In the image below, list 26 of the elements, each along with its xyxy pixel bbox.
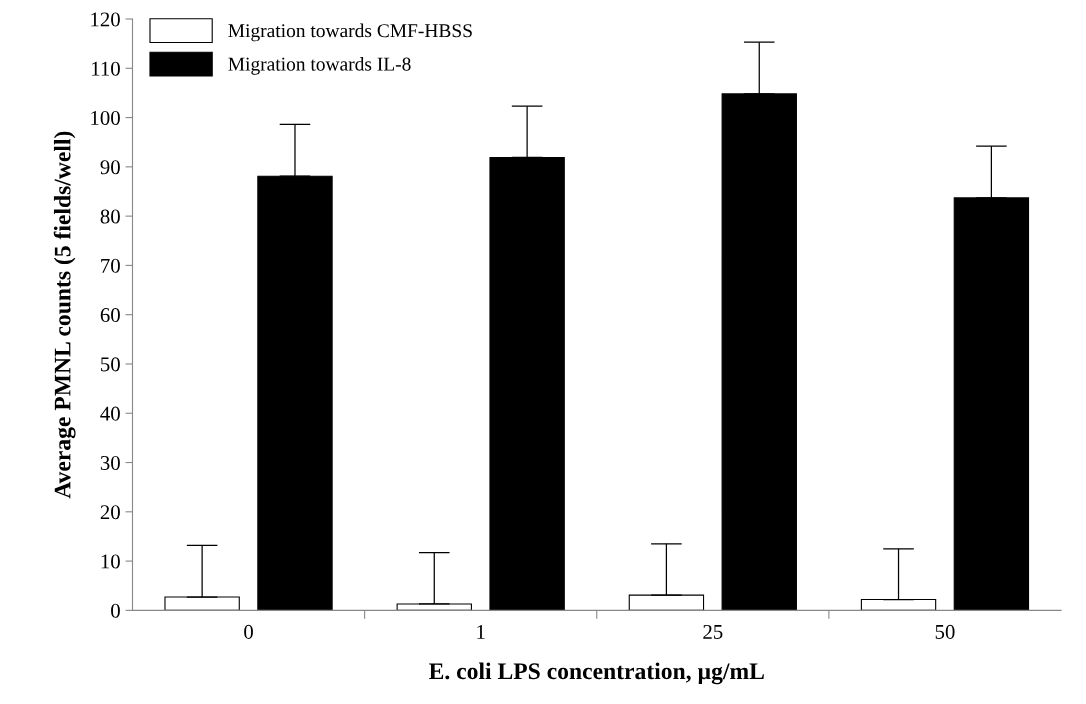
x-tick-label: 50 — [935, 624, 955, 639]
bar — [721, 93, 797, 611]
bar — [164, 596, 240, 611]
bar — [628, 594, 705, 611]
y-tick-label: 110 — [92, 61, 120, 76]
x-tick-label: 0 — [244, 624, 253, 639]
y-tick-label: 30 — [100, 455, 120, 470]
x-tick-label: 1 — [477, 624, 485, 639]
y-axis-title: Average PMNL counts (5 fields/well) — [53, 131, 76, 499]
y-tick-label: 100 — [91, 110, 120, 125]
y-tick-label: 60 — [100, 308, 120, 323]
y-tick-label: 40 — [100, 406, 120, 421]
x-tick-label: 25 — [703, 624, 723, 639]
bar — [953, 197, 1030, 611]
bar — [396, 603, 472, 611]
y-tick-label: 120 — [91, 12, 120, 27]
legend-label: Migration towards CMF-HBSS — [228, 23, 472, 42]
y-tick-label: 50 — [101, 357, 120, 372]
y-tick-label: 80 — [100, 209, 120, 224]
y-tick-label: 90 — [100, 160, 120, 175]
legend-label: Migration towards IL-8 — [228, 57, 411, 75]
y-tick-label: 0 — [111, 603, 120, 618]
y-tick-label: 10 — [101, 554, 120, 569]
y-tick-label: 70 — [101, 258, 120, 273]
y-tick-label: 20 — [100, 505, 120, 520]
x-axis-title: E. coli LPS concentration, µg/mL — [429, 662, 764, 685]
